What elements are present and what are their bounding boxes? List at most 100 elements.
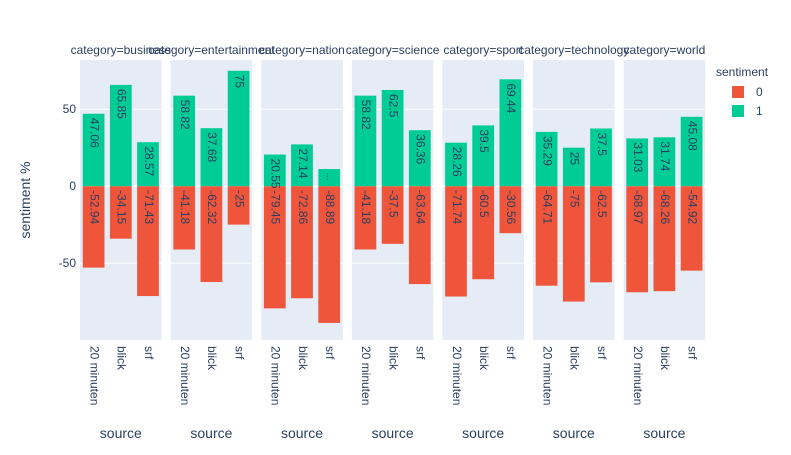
bar-data-label: -79.45 xyxy=(269,190,283,224)
legend-swatch[interactable] xyxy=(732,86,744,98)
x-tick-label: 20 minuten xyxy=(178,346,192,405)
bar-sentiment-0[interactable] xyxy=(408,186,431,285)
bar-sentiment-1[interactable] xyxy=(499,79,522,187)
facet-title: category=sport xyxy=(443,43,523,57)
y-tick-label: 0 xyxy=(69,179,76,193)
bar-sentiment-0[interactable] xyxy=(535,186,558,286)
bar-data-label: 27.14 xyxy=(296,148,310,178)
bar-data-label: 25 xyxy=(568,152,582,166)
bar-data-label: 69.44 xyxy=(504,83,518,113)
bar-sentiment-0[interactable] xyxy=(137,186,159,297)
x-tick-label: srf xyxy=(414,346,428,360)
bar-sentiment-0[interactable] xyxy=(109,186,132,239)
bar-data-label: 37.68 xyxy=(205,132,219,162)
bar-data-label: -41.18 xyxy=(178,190,192,224)
bar-data-label: 58.82 xyxy=(178,100,192,130)
bar-data-label: 28.57 xyxy=(142,146,156,176)
bar-sentiment-1[interactable] xyxy=(535,131,558,187)
x-tick-label: 20 minuten xyxy=(450,346,464,405)
bar-sentiment-0[interactable] xyxy=(562,186,585,302)
bar-sentiment-1[interactable] xyxy=(680,116,703,187)
x-axis-title: source xyxy=(372,425,414,441)
bar-data-label: 28.26 xyxy=(450,147,464,177)
y-tick-label: -50 xyxy=(59,256,77,270)
bar-sentiment-0[interactable] xyxy=(263,186,286,309)
facet-title: category=technology xyxy=(518,43,629,57)
bar-sentiment-0[interactable] xyxy=(653,186,676,292)
x-axis-title: source xyxy=(553,425,595,441)
bar-sentiment-1[interactable] xyxy=(263,154,286,187)
bar-sentiment-0[interactable] xyxy=(445,186,467,297)
bar-sentiment-0[interactable] xyxy=(381,186,404,244)
bar-sentiment-0[interactable] xyxy=(590,186,612,283)
facet-title: category=entertainment xyxy=(148,43,275,57)
bar-sentiment-0[interactable] xyxy=(499,186,522,234)
bar-sentiment-0[interactable] xyxy=(200,186,223,283)
bar-sentiment-1[interactable] xyxy=(291,144,313,187)
bar-sentiment-1[interactable] xyxy=(137,142,159,187)
bar-data-label: -30.56 xyxy=(504,190,518,224)
x-tick-label: srf xyxy=(232,346,246,360)
bar-sentiment-1[interactable] xyxy=(354,95,377,187)
bar-sentiment-0[interactable] xyxy=(82,186,105,268)
bar-data-label: -62.5 xyxy=(595,190,609,218)
bar-sentiment-1[interactable] xyxy=(472,125,495,187)
bar-sentiment-1[interactable] xyxy=(562,147,585,187)
x-tick-label: srf xyxy=(323,346,337,360)
x-axis-title: source xyxy=(100,425,142,441)
legend-swatch[interactable] xyxy=(732,105,744,117)
bar-sentiment-1[interactable] xyxy=(445,142,467,187)
bar-sentiment-1[interactable] xyxy=(408,130,431,187)
bar-sentiment-0[interactable] xyxy=(626,186,649,293)
legend-label[interactable]: 0 xyxy=(756,85,763,99)
facet-title: category=science xyxy=(346,43,440,57)
x-tick-label: 20 minuten xyxy=(87,346,101,405)
bar-data-label: 31.74 xyxy=(658,141,672,171)
bar-data-label: -88.89 xyxy=(323,190,337,224)
bar-sentiment-0[interactable] xyxy=(472,186,495,280)
x-tick-label: blick xyxy=(568,346,582,371)
x-axis-title: source xyxy=(281,425,323,441)
bar-data-label: -60.5 xyxy=(477,190,491,218)
x-tick-label: blick xyxy=(115,346,129,371)
bar-data-label: 37.5 xyxy=(595,132,609,156)
bar-data-label: 47.06 xyxy=(87,118,101,148)
bar-sentiment-0[interactable] xyxy=(354,186,377,250)
bar-data-label: -37.5 xyxy=(386,190,400,218)
y-axis-title: sentiment % xyxy=(17,161,33,238)
bar-sentiment-1[interactable] xyxy=(318,169,341,187)
x-axis-title: source xyxy=(643,425,685,441)
bar-data-label: -71.74 xyxy=(450,190,464,224)
bar-data-label: -63.64 xyxy=(414,190,428,224)
x-tick-label: srf xyxy=(142,346,156,360)
x-tick-label: 20 minuten xyxy=(269,346,283,405)
y-tick-label: 50 xyxy=(63,102,77,116)
bar-sentiment-0[interactable] xyxy=(291,186,313,299)
bar-data-label: ... xyxy=(325,173,335,181)
facet-title: category=world xyxy=(624,43,706,57)
bar-sentiment-1[interactable] xyxy=(227,70,250,187)
x-tick-label: blick xyxy=(205,346,219,371)
bar-sentiment-0[interactable] xyxy=(680,186,703,271)
bar-data-label: 20.55 xyxy=(269,159,283,189)
bar-sentiment-1[interactable] xyxy=(173,95,196,187)
bar-sentiment-0[interactable] xyxy=(318,186,341,323)
bar-sentiment-1[interactable] xyxy=(653,137,676,187)
bar-sentiment-1[interactable] xyxy=(82,113,105,187)
bar-sentiment-0[interactable] xyxy=(227,186,250,225)
bar-sentiment-1[interactable] xyxy=(200,128,223,187)
bar-sentiment-1[interactable] xyxy=(590,128,612,187)
bar-sentiment-1[interactable] xyxy=(626,138,649,187)
bar-sentiment-0[interactable] xyxy=(173,186,196,250)
bar-data-label: -52.94 xyxy=(87,190,101,224)
legend-label[interactable]: 1 xyxy=(756,104,763,118)
bar-data-label: 75 xyxy=(232,75,246,89)
bar-data-label: -75 xyxy=(568,190,582,208)
facet-title: category=nation xyxy=(259,43,345,57)
bar-data-label: -71.43 xyxy=(142,190,156,224)
bar-sentiment-1[interactable] xyxy=(381,90,404,187)
bar-data-label: -41.18 xyxy=(359,190,373,224)
bar-data-label: 35.29 xyxy=(540,136,554,166)
bar-sentiment-1[interactable] xyxy=(109,84,132,187)
